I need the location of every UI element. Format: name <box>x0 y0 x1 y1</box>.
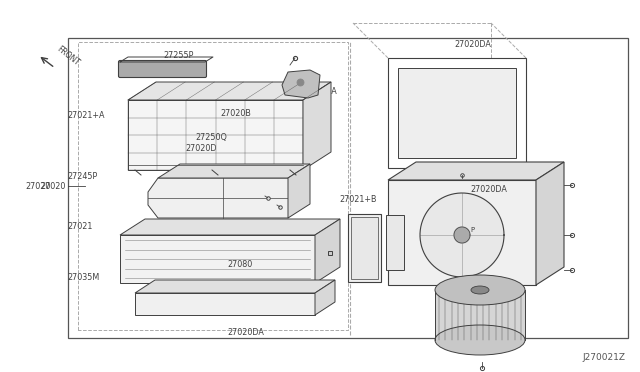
Polygon shape <box>420 193 504 277</box>
Polygon shape <box>120 235 315 283</box>
Text: 27020B: 27020B <box>221 109 252 118</box>
Polygon shape <box>315 280 335 315</box>
Text: 27250Q: 27250Q <box>195 133 227 142</box>
Text: P: P <box>470 227 474 233</box>
Bar <box>435 290 525 340</box>
Polygon shape <box>128 82 331 100</box>
Text: 27080: 27080 <box>227 260 252 269</box>
Polygon shape <box>388 180 536 285</box>
Bar <box>388 58 526 168</box>
Text: 27021+A: 27021+A <box>67 111 105 120</box>
Polygon shape <box>120 219 340 235</box>
Bar <box>351 217 378 279</box>
FancyBboxPatch shape <box>118 61 207 77</box>
Polygon shape <box>454 227 470 243</box>
Text: FRONT: FRONT <box>55 45 81 68</box>
Polygon shape <box>536 162 564 285</box>
Text: 27021+B: 27021+B <box>339 195 377 203</box>
Text: 27020: 27020 <box>26 182 51 190</box>
Text: 27020DA: 27020DA <box>470 128 508 137</box>
Polygon shape <box>158 164 310 178</box>
Polygon shape <box>135 280 335 293</box>
Text: 27255P: 27255P <box>163 51 193 60</box>
Ellipse shape <box>471 286 489 294</box>
Text: 27020DA: 27020DA <box>454 40 492 49</box>
Polygon shape <box>303 82 331 170</box>
Text: 27020D: 27020D <box>186 144 217 153</box>
Text: 27274L: 27274L <box>467 234 497 243</box>
Bar <box>348 214 381 282</box>
Text: 27035M: 27035M <box>67 273 99 282</box>
Bar <box>386 215 404 270</box>
Bar <box>68 38 628 338</box>
Polygon shape <box>388 162 564 180</box>
Polygon shape <box>135 293 315 315</box>
Text: 27020: 27020 <box>40 182 65 190</box>
Polygon shape <box>288 164 310 218</box>
Polygon shape <box>148 178 298 218</box>
Text: 27020DA: 27020DA <box>470 185 508 194</box>
Ellipse shape <box>435 275 525 305</box>
Ellipse shape <box>435 325 525 355</box>
Polygon shape <box>315 219 340 283</box>
Text: 27021: 27021 <box>67 222 93 231</box>
Text: 27245P: 27245P <box>67 172 97 181</box>
Polygon shape <box>128 100 303 170</box>
Text: 27020DA: 27020DA <box>470 150 508 159</box>
Polygon shape <box>282 70 320 98</box>
Text: J270021Z: J270021Z <box>582 353 625 362</box>
Text: 27225: 27225 <box>470 83 496 92</box>
Text: 27020DA: 27020DA <box>227 328 264 337</box>
Text: 27035MA: 27035MA <box>300 87 337 96</box>
Bar <box>398 68 516 158</box>
